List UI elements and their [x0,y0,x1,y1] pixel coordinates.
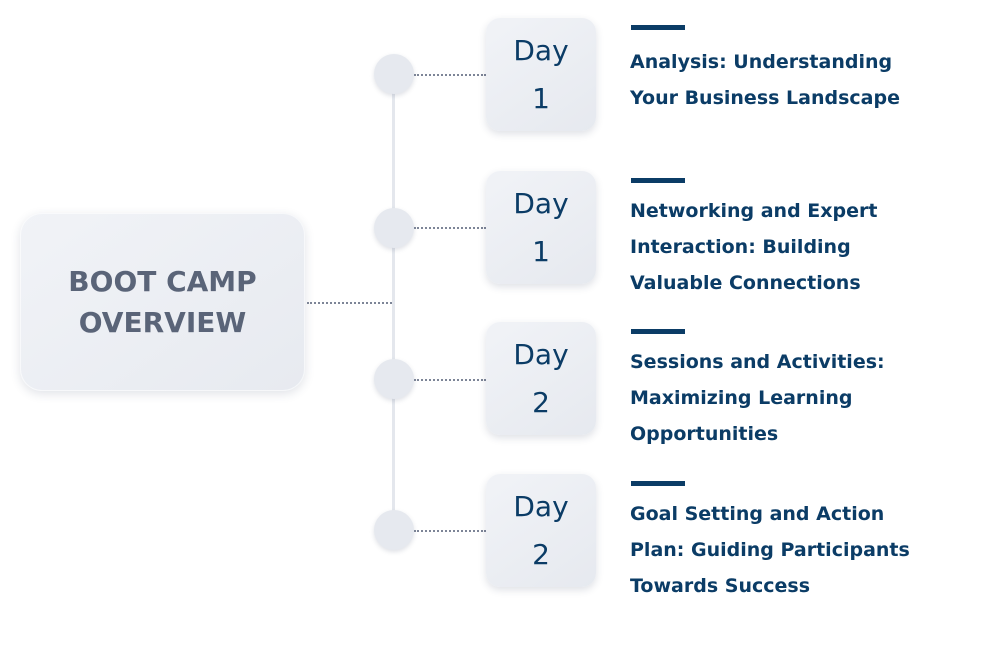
item-description-4: Goal Setting and Action Plan: Guiding Pa… [630,496,980,604]
node-connector-4 [414,530,486,532]
overview-title: BOOT CAMP OVERVIEW [53,261,273,343]
overview-box: BOOT CAMP OVERVIEW [20,213,305,391]
accent-bar-4 [631,481,685,486]
accent-bar-1 [631,25,685,30]
item-2-line-1: Networking and Expert [630,200,878,222]
day-box-1: Day 1 [486,18,596,131]
day-number-1: 1 [532,81,550,115]
overview-title-line-2: OVERVIEW [78,306,247,339]
day-word-4: Day [513,489,569,523]
day-number-3: 2 [532,385,550,419]
day-word-3: Day [513,337,569,371]
item-4-line-1: Goal Setting and Action [630,503,885,525]
item-4-line-3: Towards Success [630,575,810,597]
day-number-4: 2 [532,537,550,571]
item-1-line-2: Your Business Landscape [630,87,900,109]
item-3-line-2: Maximizing Learning [630,387,853,409]
item-2-line-2: Interaction: Building [630,236,851,258]
day-box-3: Day 2 [486,322,596,435]
item-description-1: Analysis: Understanding Your Business La… [630,44,980,116]
item-3-line-3: Opportunities [630,423,779,445]
item-description-2: Networking and Expert Interaction: Build… [630,193,980,301]
accent-bar-3 [631,329,685,334]
timeline-spine [392,74,395,530]
timeline-node-2 [374,208,414,248]
overview-connector [307,302,392,304]
accent-bar-2 [631,178,685,183]
node-connector-3 [414,379,486,381]
timeline-node-4 [374,510,414,550]
node-connector-1 [414,74,486,76]
timeline-node-3 [374,359,414,399]
item-4-line-2: Plan: Guiding Participants [630,539,910,561]
node-connector-2 [414,227,486,229]
item-1-line-1: Analysis: Understanding [630,51,893,73]
day-box-2: Day 1 [486,171,596,284]
day-word-2: Day [513,186,569,220]
day-number-2: 1 [532,234,550,268]
item-description-3: Sessions and Activities: Maximizing Lear… [630,344,980,452]
item-3-line-1: Sessions and Activities: [630,351,885,373]
timeline-node-1 [374,54,414,94]
day-word-1: Day [513,33,569,67]
day-box-4: Day 2 [486,474,596,587]
overview-title-line-1: BOOT CAMP [68,265,257,298]
item-2-line-3: Valuable Connections [630,272,861,294]
